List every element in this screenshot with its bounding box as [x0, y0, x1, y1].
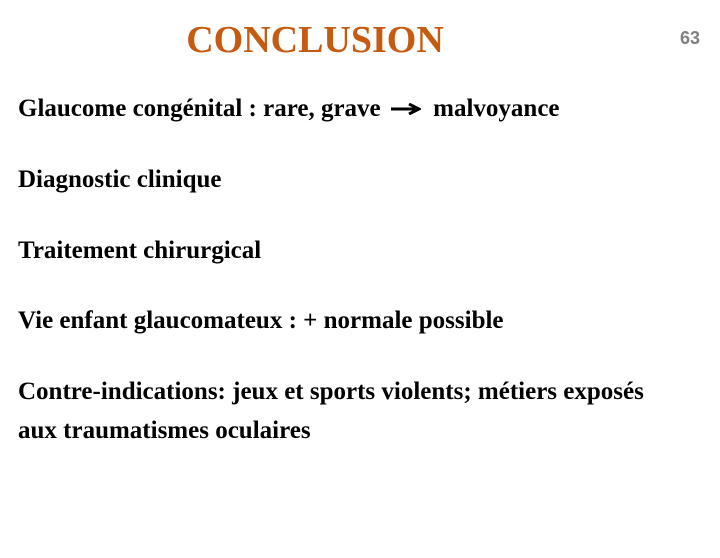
bullet-line-2: Diagnostic clinique [18, 161, 680, 200]
line-1-prefix: Glaucome congénital : rare, grave [18, 90, 387, 129]
bullet-line-3: Traitement chirurgical [18, 232, 680, 271]
page-number: 63 [680, 28, 700, 49]
bullet-line-1: Glaucome congénital : rare, grave malvoy… [18, 90, 680, 129]
bullet-line-4: Vie enfant glaucomateux : + normale poss… [18, 302, 680, 341]
line-1-suffix: malvoyance [427, 90, 560, 129]
slide-content: Glaucome congénital : rare, grave malvoy… [0, 90, 720, 451]
bullet-line-5: Contre-indications: jeux et sports viole… [18, 373, 680, 451]
slide-title: CONCLUSION [0, 18, 720, 62]
arrow-icon [391, 103, 421, 115]
